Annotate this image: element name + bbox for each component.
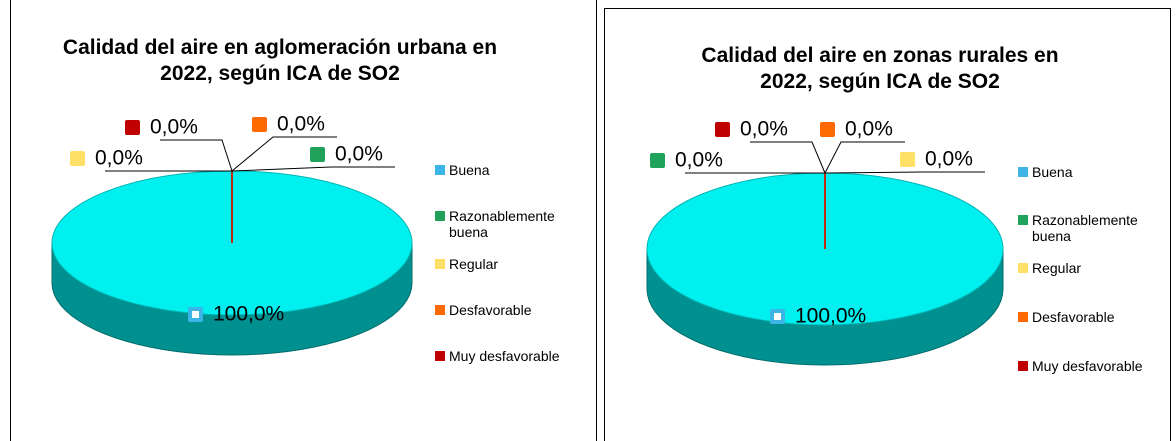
legend-item: Razonablemente buena	[435, 208, 579, 240]
chart-frame	[604, 8, 1171, 441]
label-marker	[900, 152, 915, 167]
label-marker	[715, 122, 730, 137]
data-label: 0,0%	[675, 149, 723, 172]
legend-label: Muy desfavorable	[1032, 358, 1143, 374]
chart-frame	[10, 0, 597, 441]
label-marker	[125, 120, 140, 135]
legend-swatch	[435, 211, 445, 221]
legend-label: Regular	[449, 256, 499, 272]
leader-line	[231, 166, 395, 172]
data-label: 0,0%	[845, 118, 893, 141]
legend-label: Buena	[449, 162, 490, 178]
label-marker	[650, 153, 665, 168]
legend-swatch	[435, 351, 445, 361]
label-marker	[70, 151, 85, 166]
legend-item: Regular	[1018, 260, 1162, 276]
leader-line	[160, 139, 233, 172]
legend-item: Buena	[1018, 164, 1162, 180]
legend-swatch	[1018, 215, 1028, 225]
data-label: 0,0%	[335, 143, 383, 166]
legend-item: Buena	[435, 162, 579, 178]
legend-label: Desfavorable	[449, 302, 532, 318]
legend-label: Desfavorable	[1032, 309, 1115, 325]
legend-item: Razonablemente buena	[1018, 212, 1162, 244]
legend-item: Desfavorable	[435, 302, 579, 318]
legend-item: Muy desfavorable	[435, 348, 579, 364]
label-marker	[310, 147, 325, 162]
legend-label: Razonablemente buena	[449, 208, 555, 240]
data-label: 0,0%	[277, 113, 325, 136]
data-label: 100,0%	[213, 303, 284, 326]
legend-item: Desfavorable	[1018, 309, 1162, 325]
data-label: 0,0%	[740, 118, 788, 141]
legend-swatch	[435, 165, 445, 175]
chart-title: Calidad del aire en zonas rurales en 202…	[701, 44, 1059, 93]
leader-line	[750, 141, 826, 174]
legend-label: Regular	[1032, 260, 1082, 276]
label-marker-inner	[774, 313, 781, 320]
chart-title: Calidad del aire en aglomeración urbana …	[62, 36, 498, 85]
label-marker-inner	[192, 311, 199, 318]
data-label: 100,0%	[795, 305, 866, 328]
data-label: 0,0%	[95, 147, 143, 170]
legend-item: Muy desfavorable	[1018, 358, 1162, 374]
legend-swatch	[435, 259, 445, 269]
legend-label: Muy desfavorable	[449, 348, 560, 364]
legend-item: Regular	[435, 256, 579, 272]
legend-label: Buena	[1032, 164, 1073, 180]
leader-line	[824, 171, 985, 174]
data-label: 0,0%	[150, 116, 198, 139]
legend-swatch	[1018, 167, 1028, 177]
legend-swatch	[1018, 361, 1028, 371]
leader-line	[231, 136, 337, 172]
label-marker	[820, 122, 835, 137]
legend-swatch	[1018, 312, 1028, 322]
legend-swatch	[1018, 263, 1028, 273]
legend-swatch	[435, 305, 445, 315]
data-label: 0,0%	[925, 148, 973, 171]
label-marker	[252, 117, 267, 132]
legend-label: Razonablemente buena	[1032, 212, 1138, 244]
leader-line	[824, 141, 905, 174]
